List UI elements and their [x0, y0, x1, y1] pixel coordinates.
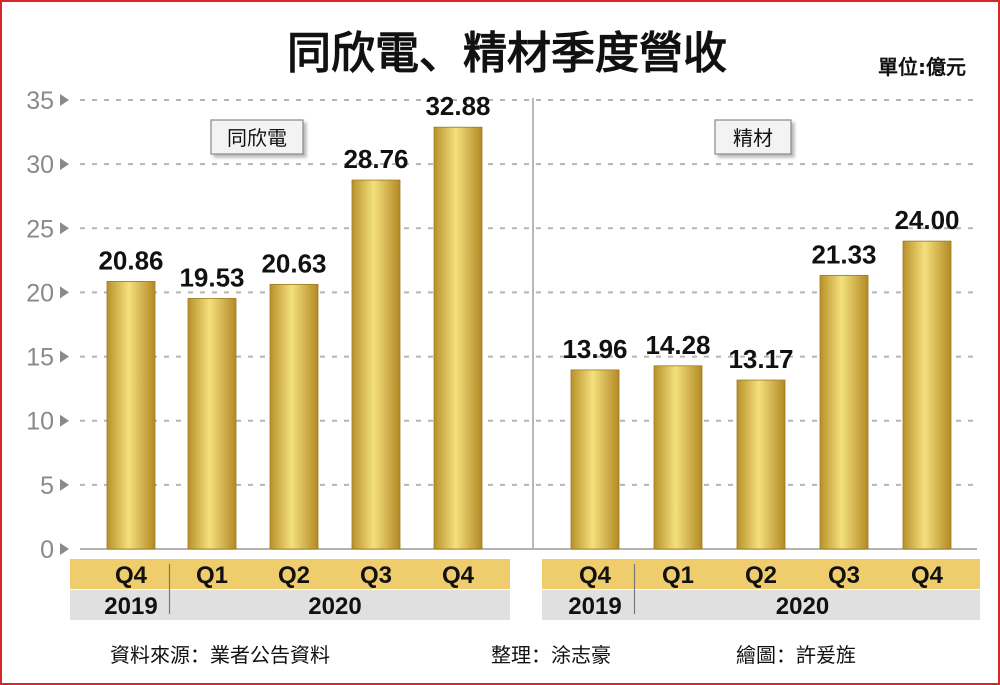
y-tick-marker	[60, 222, 69, 235]
category-label: Q2	[278, 562, 310, 589]
source-note: 資料來源：業者公告資料	[110, 643, 330, 667]
y-tick-marker	[60, 350, 69, 363]
y-tick-marker	[60, 543, 69, 555]
y-tick-marker	[60, 94, 69, 106]
y-axis: 0 5 10 15 20 25 30 35	[26, 87, 977, 564]
chart-title: 同欣電、精材季度營收	[287, 28, 727, 79]
category-label: Q4	[442, 562, 475, 589]
category-band	[542, 559, 980, 589]
data-label: 14.28	[645, 330, 710, 360]
y-tick-label: 15	[26, 344, 54, 372]
y-tick-marker	[60, 414, 69, 427]
y-tick-label: 5	[40, 472, 54, 500]
data-label: 19.53	[179, 262, 244, 292]
data-label: 24.00	[894, 205, 959, 235]
year-label: 2020	[308, 593, 361, 620]
bar	[736, 379, 786, 550]
year-band	[542, 590, 980, 620]
category-label: Q4	[579, 562, 612, 589]
y-tick-label: 30	[26, 151, 54, 179]
bar	[351, 179, 401, 550]
bar	[819, 274, 869, 550]
y-tick-label: 35	[26, 87, 54, 115]
y-tick-label: 25	[26, 215, 54, 243]
y-tick-label: 10	[26, 408, 54, 436]
data-label: 21.33	[811, 239, 876, 269]
category-label: Q2	[745, 562, 777, 589]
data-label: 32.88	[425, 91, 490, 121]
year-label: 2020	[776, 593, 829, 620]
y-tick-marker	[60, 286, 69, 299]
data-label: 13.96	[562, 334, 627, 364]
year-band	[70, 590, 510, 620]
y-tick-label: 0	[40, 536, 54, 564]
data-label: 28.76	[343, 144, 408, 174]
category-label: Q3	[360, 562, 392, 589]
category-label: Q4	[911, 562, 944, 589]
bar	[570, 369, 620, 550]
panel-label: 精材	[733, 126, 773, 150]
bar	[653, 365, 703, 550]
year-label: 2019	[568, 593, 621, 620]
illustrator-note: 繪圖：許爰旌	[736, 643, 856, 667]
chart-panels: 20.86 Q4 19.53 Q1 20.63 Q2 28.76 Q3 32.88 Q4 2019 2…	[70, 91, 980, 620]
panel-1: 20.86 Q4 19.53 Q1 20.63 Q2 28.76 Q3 32.88 Q4 2019 2…	[70, 91, 510, 620]
category-label: Q3	[828, 562, 860, 589]
data-label: 20.63	[261, 248, 326, 278]
panel-label-box	[210, 119, 304, 155]
category-label: Q1	[662, 562, 694, 589]
y-tick-label: 20	[26, 279, 54, 307]
bar	[902, 240, 952, 550]
category-label: Q4	[115, 562, 148, 589]
bar	[269, 283, 319, 550]
panel-label-box	[714, 119, 792, 155]
data-label: 13.17	[728, 344, 793, 374]
panel-2: 13.96 Q4 14.28 Q1 13.17 Q2 21.33 Q3 24.00 Q4 2019 2…	[542, 119, 980, 620]
bar	[433, 126, 483, 550]
compiler-note: 整理：涂志豪	[491, 643, 611, 667]
category-label: Q1	[196, 562, 228, 589]
unit-label: 單位:億元	[878, 55, 966, 79]
panel-label: 同欣電	[227, 126, 287, 150]
category-band	[70, 559, 510, 589]
data-label: 20.86	[98, 245, 163, 275]
y-tick-marker	[60, 478, 69, 491]
year-label: 2019	[104, 593, 157, 620]
bar	[106, 280, 156, 550]
bar	[187, 298, 237, 550]
y-tick-marker	[60, 158, 69, 171]
